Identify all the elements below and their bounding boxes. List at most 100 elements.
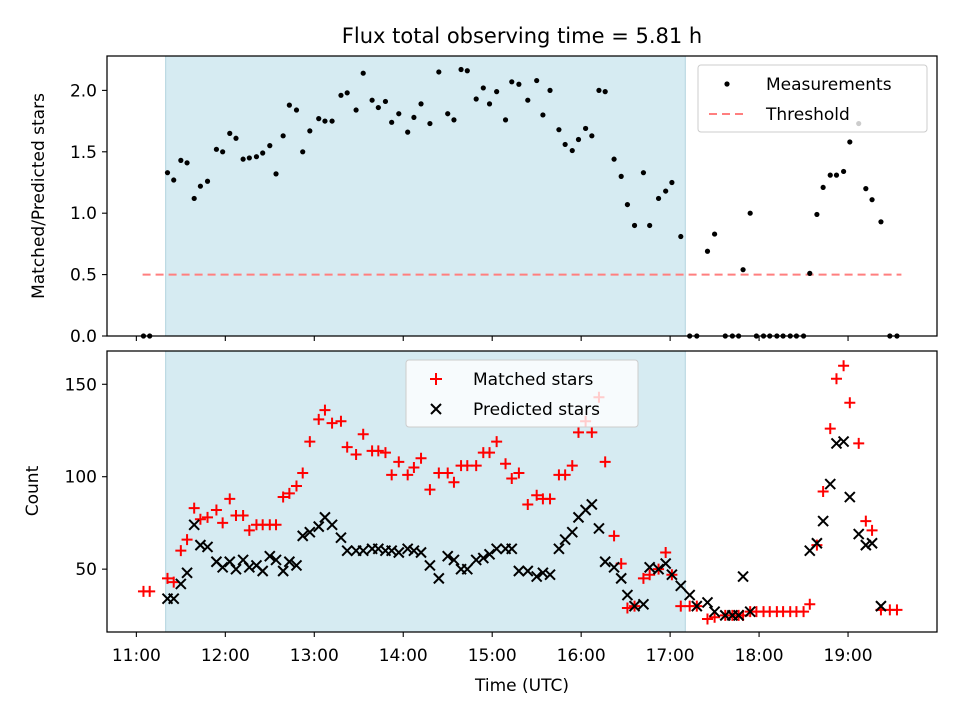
measurement-point — [618, 173, 624, 179]
predicted-point — [643, 561, 656, 574]
measurement-point — [240, 156, 246, 162]
matched-point — [188, 502, 200, 514]
predicted-point — [256, 565, 269, 577]
predicted-point — [621, 589, 634, 601]
x-axis-label: Time (UTC) — [474, 676, 569, 696]
matched-point — [559, 469, 571, 481]
y-tick-label: 0.5 — [70, 266, 97, 286]
top-axes-frame — [106, 55, 938, 337]
matched-point — [798, 606, 810, 618]
y-tick-label: 0.0 — [70, 327, 97, 347]
predicted-point — [433, 572, 445, 585]
matched-point — [860, 515, 872, 527]
matched-point — [202, 511, 214, 523]
predicted-point — [586, 498, 598, 511]
top-legend-box — [697, 64, 928, 133]
legend-threshold-label: Threshold — [765, 105, 850, 125]
matched-point — [701, 613, 713, 625]
matched-point — [544, 493, 556, 505]
predicted-point — [615, 572, 627, 585]
measurement-point — [164, 170, 171, 176]
predicted-point — [875, 600, 887, 612]
predicted-point — [522, 565, 534, 577]
matched-point — [599, 456, 611, 468]
predicted-point — [290, 559, 303, 572]
top-panel: 0.00.51.01.52.0 Matched/Predicted stars … — [29, 55, 938, 347]
x-tick-label: 15:00 — [468, 646, 517, 666]
measurement-point — [353, 107, 359, 113]
predicted-point — [701, 596, 714, 609]
predicted-point — [424, 559, 436, 572]
predicted-point — [483, 548, 496, 561]
matched-point — [608, 530, 620, 542]
measurement-point — [253, 154, 260, 160]
matched-point — [709, 611, 721, 623]
matched-point — [442, 467, 454, 479]
matched-point — [830, 373, 842, 385]
x-tick-label: 11:00 — [112, 646, 161, 666]
bottom-legend: Matched stars Predicted stars — [405, 359, 639, 428]
predicted-point — [313, 520, 325, 533]
predicted-point — [181, 567, 193, 579]
predicted-point — [844, 491, 856, 503]
x-tick-label: 14:00 — [379, 646, 428, 666]
measurement-point — [322, 118, 328, 124]
predicted-point — [448, 554, 460, 566]
predicted-point — [744, 605, 756, 618]
matched-point — [853, 437, 865, 449]
matched-point — [566, 460, 578, 472]
matched-point — [243, 524, 255, 536]
measurement-point — [624, 201, 631, 208]
measurement-point — [418, 101, 424, 107]
predicted-point — [566, 526, 578, 538]
measurement-point — [458, 66, 464, 73]
measurement-point — [589, 133, 595, 139]
matched-point — [297, 467, 309, 479]
measurement-point — [494, 89, 500, 95]
measurement-point — [480, 85, 486, 91]
measurement-point — [307, 128, 313, 134]
measurement-point — [869, 197, 875, 203]
predicted-point — [216, 561, 229, 574]
matched-point — [811, 539, 823, 551]
matched-point — [470, 460, 482, 472]
bottom-axis-ticks: 11:00 12:00 13:00 14:00 15:00 16:00 17:00 18:00… — [65, 375, 873, 666]
matched-point — [304, 436, 316, 448]
legend-predicted-marker — [430, 403, 442, 415]
x-tick-label: 13:00 — [290, 646, 339, 666]
predicted-point — [415, 546, 427, 559]
measurement-point — [396, 111, 402, 117]
measurement-point — [663, 188, 669, 194]
predicted-point — [297, 530, 309, 542]
measurement-point — [344, 90, 350, 96]
top-legend: Measurements Threshold — [697, 64, 928, 133]
matched-point — [319, 404, 331, 416]
measurement-point — [473, 96, 479, 102]
matched-point — [224, 493, 236, 505]
measurement-point — [280, 133, 286, 139]
predicted-point — [553, 543, 565, 555]
measurement-point — [293, 107, 300, 113]
measurement-point — [509, 79, 515, 85]
predicted-point — [393, 546, 405, 559]
predicted-point — [442, 550, 454, 562]
matched-point — [194, 513, 206, 525]
predicted-point — [341, 544, 353, 557]
matched-point — [402, 469, 414, 481]
legend-measurements-label: Measurements — [766, 75, 892, 95]
measurement-point — [227, 130, 233, 136]
matched-point — [817, 486, 829, 497]
predicted-point — [811, 537, 823, 549]
matched-point — [393, 456, 405, 468]
predicted-point — [599, 556, 611, 568]
matched-point — [270, 519, 282, 531]
predicted-point — [201, 541, 214, 553]
measurement-point — [747, 210, 753, 216]
matched-point — [372, 445, 384, 457]
bottom-axes-frame — [106, 350, 938, 633]
measurement-point — [300, 149, 306, 155]
measurement-point — [316, 116, 322, 122]
measurement-point — [611, 156, 617, 162]
predicted-point — [264, 550, 276, 562]
